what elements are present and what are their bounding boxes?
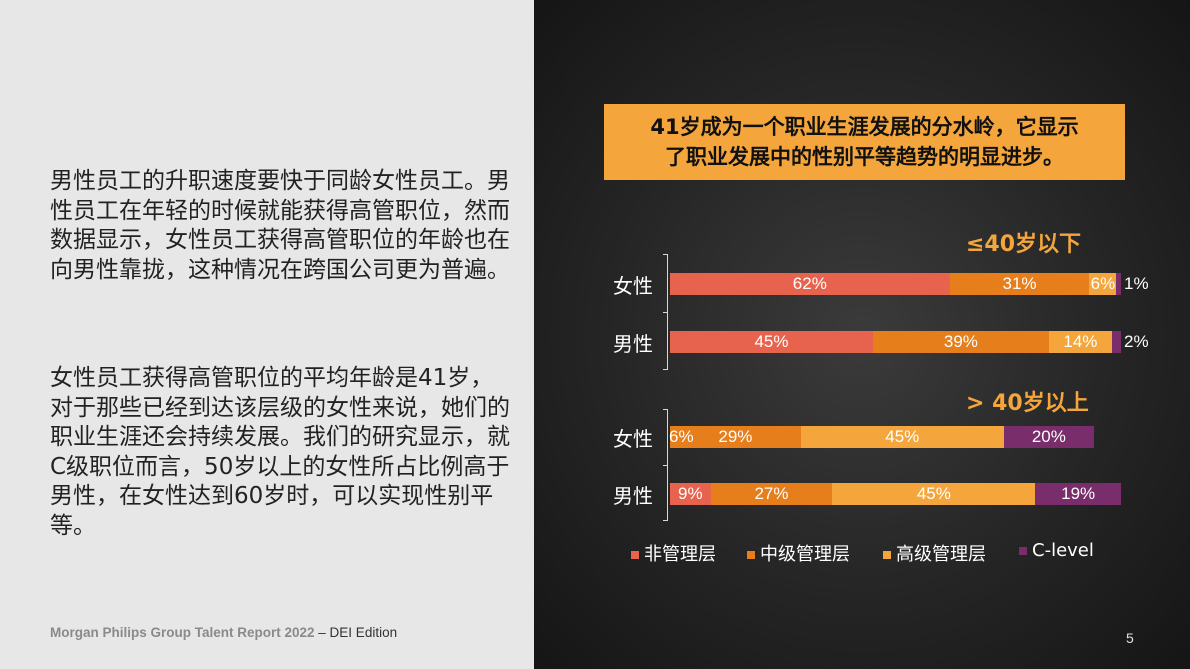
bar-segment: 39% bbox=[872, 331, 1049, 353]
legend-item: 非管理层 bbox=[631, 540, 716, 566]
body-paragraph-1: 男性员工的升职速度要快于同龄女性员工。男性员工在年轻的时候就能获得高管职位，然而… bbox=[50, 168, 510, 283]
legend-swatch bbox=[747, 551, 755, 559]
headline-line-2: 了职业发展中的性别平等趋势的明显进步。 bbox=[665, 145, 1064, 169]
bar-segment: 27% bbox=[710, 483, 833, 505]
category-label: 女性 bbox=[613, 427, 653, 451]
legend-label: 非管理层 bbox=[644, 544, 716, 565]
data-label: 27% bbox=[754, 484, 789, 503]
data-label: 20% bbox=[1031, 427, 1066, 446]
bar-segment: 62% bbox=[670, 273, 950, 295]
bar-segment: 45% bbox=[832, 483, 1036, 505]
bar-row: 62% 31% 6% bbox=[670, 273, 1121, 295]
legend-item: 高级管理层 bbox=[883, 540, 986, 566]
axis-tick bbox=[663, 409, 668, 410]
left-panel bbox=[0, 0, 534, 669]
data-label: 62% bbox=[792, 274, 827, 293]
legend-swatch bbox=[1019, 547, 1027, 555]
footer: Morgan Philips Group Talent Report 2022 … bbox=[50, 625, 397, 640]
bar-row: 9% 27% 45% 19% bbox=[670, 483, 1121, 505]
footer-edition: – DEI Edition bbox=[314, 625, 398, 640]
category-label: 男性 bbox=[613, 332, 653, 356]
bar-segment bbox=[1111, 331, 1121, 353]
category-label: 女性 bbox=[613, 274, 653, 298]
data-label: 2% bbox=[1124, 332, 1149, 351]
bar-segment: 19% bbox=[1035, 483, 1121, 505]
bar-row: 45% 39% 14% bbox=[670, 331, 1121, 353]
data-label: 6% bbox=[1090, 274, 1116, 293]
axis-tick bbox=[663, 465, 668, 466]
legend-item: C-level bbox=[1019, 540, 1094, 561]
data-label: 45% bbox=[754, 332, 789, 351]
data-label: 29% bbox=[718, 427, 753, 446]
page-number: 5 bbox=[1126, 630, 1134, 646]
bar-segment: 9% bbox=[670, 483, 711, 505]
group-title-1: ≤40岁以下 bbox=[966, 232, 1082, 257]
data-label: 31% bbox=[1002, 274, 1037, 293]
axis-tick bbox=[663, 369, 668, 370]
axis-tick bbox=[663, 254, 668, 255]
data-label: 19% bbox=[1061, 484, 1096, 503]
bar-row: 29% 45% 20% bbox=[670, 426, 1121, 448]
data-label: 1% bbox=[1124, 274, 1149, 293]
bar-segment: 14% bbox=[1048, 331, 1112, 353]
legend-label: C-level bbox=[1032, 540, 1094, 561]
legend-label: 高级管理层 bbox=[896, 544, 986, 565]
body-paragraph-2: 女性员工获得高管职位的平均年龄是41岁，对于那些已经到达该层级的女性来说，她们的… bbox=[50, 365, 510, 539]
bar-segment bbox=[1116, 273, 1121, 295]
footer-report-title: Morgan Philips Group Talent Report 2022 bbox=[50, 625, 315, 640]
data-label: 45% bbox=[916, 484, 951, 503]
bar-segment: 6% bbox=[1089, 273, 1117, 295]
bar-segment: 45% bbox=[800, 426, 1004, 448]
axis-tick bbox=[663, 312, 668, 313]
bar-segment: 45% bbox=[670, 331, 873, 353]
legend-label: 中级管理层 bbox=[760, 544, 850, 565]
data-label: 9% bbox=[678, 484, 703, 503]
category-label: 男性 bbox=[613, 484, 653, 508]
data-label: 6% bbox=[669, 427, 694, 446]
data-label: 14% bbox=[1063, 332, 1098, 351]
legend-swatch bbox=[631, 551, 639, 559]
bar-segment: 31% bbox=[949, 273, 1090, 295]
bar-segment: 20% bbox=[1003, 426, 1094, 448]
group-title-2: > 40岁以上 bbox=[966, 391, 1089, 416]
headline-line-1: 41岁成为一个职业生涯发展的分水岭，它显示 bbox=[650, 115, 1079, 139]
bar-segment: 29% bbox=[670, 426, 801, 448]
headline-box: 41岁成为一个职业生涯发展的分水岭，它显示 了职业发展中的性别平等趋势的明显进步… bbox=[604, 104, 1125, 180]
data-label: 45% bbox=[885, 427, 920, 446]
legend-item: 中级管理层 bbox=[747, 540, 850, 566]
data-label: 39% bbox=[943, 332, 978, 351]
legend-swatch bbox=[883, 551, 891, 559]
axis-tick bbox=[663, 520, 668, 521]
